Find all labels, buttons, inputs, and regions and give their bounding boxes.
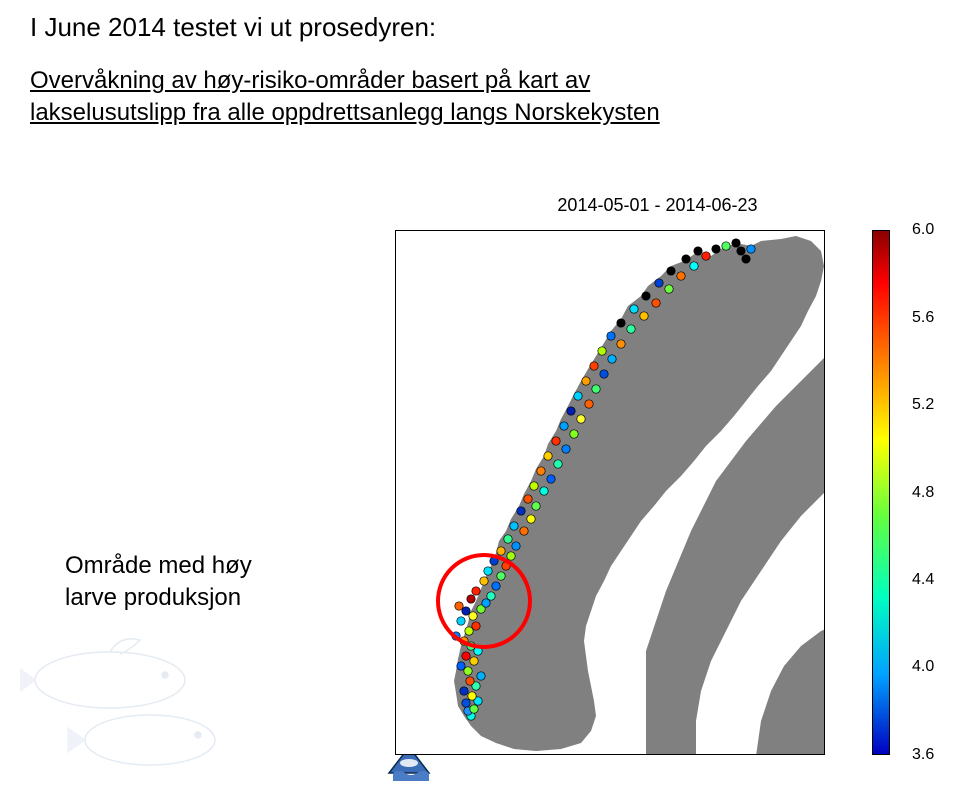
lice-emission-point: [617, 319, 625, 327]
lice-emission-point: [562, 445, 570, 453]
lice-emission-point: [477, 672, 485, 680]
lice-emission-point: [590, 362, 598, 370]
colorbar-tick: 4.4: [912, 571, 918, 589]
lice-emission-point: [530, 482, 538, 490]
lice-emission-point: [470, 657, 478, 665]
lice-emission-point: [665, 285, 673, 293]
lice-emission-point: [732, 239, 740, 247]
lice-emission-point: [592, 385, 600, 393]
lice-emission-point: [547, 475, 555, 483]
highlight-circle: [436, 553, 532, 649]
lice-emission-point: [466, 677, 474, 685]
colorbar: [872, 230, 890, 755]
colorbar-tick: 4.8: [912, 484, 918, 502]
lice-emission-point: [640, 312, 648, 320]
lice-emission-point: [667, 267, 675, 275]
lice-emission-point: [544, 452, 552, 460]
lice-emission-point: [642, 292, 650, 300]
lice-emission-point: [600, 370, 608, 378]
lice-emission-point: [652, 299, 660, 307]
lice-emission-point: [527, 515, 535, 523]
lice-emission-point: [537, 467, 545, 475]
lice-emission-point: [682, 255, 690, 263]
page-subtitle: Overvåkning av høy-risiko-områder basert…: [30, 65, 730, 130]
lice-emission-point: [460, 687, 468, 695]
lice-emission-point: [560, 422, 568, 430]
lice-emission-point: [577, 415, 585, 423]
lice-emission-point: [540, 487, 548, 495]
lice-emission-point: [598, 347, 606, 355]
lice-emission-point: [520, 527, 528, 535]
map-container: 2014-05-01 - 2014-06-23 6.05.65.24.84.44…: [395, 230, 920, 785]
lice-emission-point: [617, 340, 625, 348]
lice-emission-point: [677, 272, 685, 280]
norway-map: [396, 231, 825, 755]
lice-emission-point: [552, 437, 560, 445]
lice-emission-point: [608, 355, 616, 363]
lice-emission-point: [742, 255, 750, 263]
lice-emission-point: [464, 667, 472, 675]
lice-emission-point: [655, 279, 663, 287]
lice-emission-point: [570, 430, 578, 438]
lice-emission-point: [504, 535, 512, 543]
page-title: I June 2014 testet vi ut prosedyren:: [30, 12, 436, 43]
lice-emission-point: [627, 325, 635, 333]
map-frame: [395, 230, 825, 755]
lice-emission-point: [510, 522, 518, 530]
lice-emission-point: [574, 392, 582, 400]
lice-emission-point: [737, 247, 745, 255]
lice-emission-point: [468, 692, 476, 700]
lice-emission-point: [512, 542, 520, 550]
lice-emission-point: [462, 699, 470, 707]
colorbar-tick: 3.6: [912, 746, 918, 764]
lice-emission-point: [567, 407, 575, 415]
colorbar-tick: 5.6: [912, 309, 918, 327]
lice-emission-point: [690, 262, 698, 270]
fish-background-icon: [20, 620, 300, 790]
colorbar-tick: 4.0: [912, 658, 918, 676]
region-label: Område med høylarve produksjon: [65, 550, 252, 615]
lice-emission-point: [702, 252, 710, 260]
lice-emission-point: [524, 495, 532, 503]
lice-emission-point: [554, 460, 562, 468]
lice-emission-point: [585, 400, 593, 408]
lice-emission-point: [470, 705, 478, 713]
lice-emission-point: [582, 377, 590, 385]
lice-emission-point: [462, 652, 470, 660]
lice-emission-point: [457, 662, 465, 670]
lice-emission-point: [630, 305, 638, 313]
lice-emission-point: [497, 547, 505, 555]
lice-emission-point: [532, 502, 540, 510]
lice-emission-point: [517, 507, 525, 515]
lice-emission-point: [694, 247, 702, 255]
colorbar-tick: 6.0: [912, 221, 918, 239]
map-title: 2014-05-01 - 2014-06-23: [557, 195, 757, 216]
lice-emission-point: [722, 242, 730, 250]
lice-emission-point: [747, 245, 755, 253]
lice-emission-point: [607, 332, 615, 340]
colorbar-tick: 5.2: [912, 396, 918, 414]
lice-emission-point: [712, 245, 720, 253]
